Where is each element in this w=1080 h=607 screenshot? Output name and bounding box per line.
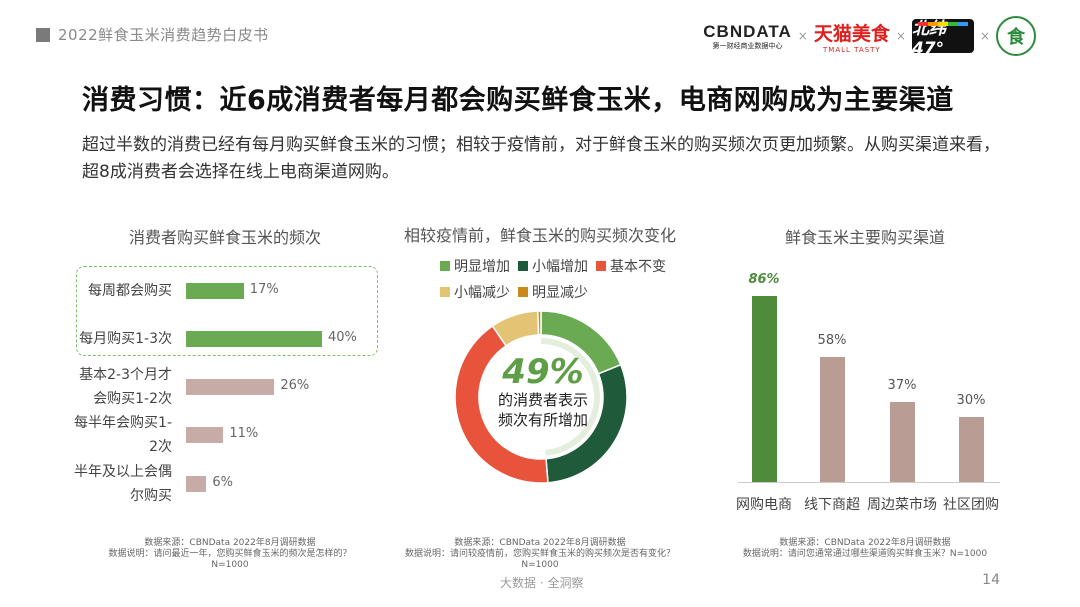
donut-slice	[537, 310, 542, 336]
channel-bar	[751, 296, 777, 482]
bar-category-label: 每月购买1-3次	[79, 331, 172, 347]
channel-value-label: 30%	[956, 393, 986, 409]
channel-bar	[889, 401, 915, 482]
legend-label: 小幅减少	[454, 285, 510, 301]
frequency-bar	[186, 283, 244, 299]
chart3-source-line: 数据来源：CBNData 2022年8月调研数据	[779, 538, 951, 548]
channel-category-label: 网购电商	[736, 497, 792, 513]
legend-item: 小幅减少	[440, 282, 510, 302]
bar-category-label: 每半年会购买1- 2次	[74, 415, 172, 455]
chart1-note-line: 数据说明：请问最近一年，您购买鲜食玉米的频次是怎样的？	[108, 549, 352, 559]
bar-value-label: 26%	[280, 378, 310, 393]
logo-separator: ×	[979, 29, 990, 43]
donut-center-caption: 的消费者表示 频次有所增加	[470, 390, 616, 430]
cbndata-logo-text: CBNDATA	[703, 21, 792, 41]
food-seal-logo: 食	[996, 16, 1036, 56]
bar-value-label: 17%	[249, 282, 279, 297]
bar-category-label: 每周都会购买	[88, 283, 172, 299]
seal-logo-text: 食	[1007, 27, 1025, 48]
legend-item: 明显减少	[518, 282, 588, 302]
chart2-source: 数据来源：CBNData 2022年8月调研数据 数据说明：请问较疫情前，您购买…	[380, 538, 700, 571]
logo-separator: ×	[797, 29, 808, 43]
footer-slogan: 大数据 · 全洞察	[500, 576, 584, 590]
channel-category-label: 线下商超	[804, 497, 860, 513]
donut-inner-disc	[483, 339, 599, 455]
legend-label: 基本不变	[610, 259, 666, 275]
chart2-source-line: 数据来源：CBNData 2022年8月调研数据	[454, 538, 626, 548]
bar-value-label: 11%	[229, 426, 259, 441]
logo-separator: ×	[895, 29, 906, 43]
channel-category-label: 社区团购	[943, 497, 999, 513]
legend-label: 明显增加	[454, 259, 510, 275]
legend-item: 基本不变	[596, 256, 666, 276]
bar-category-label: 半年及以上会偶 尔购买	[74, 464, 172, 504]
chart3-title: 鲜食玉米主要购买渠道	[784, 228, 945, 247]
bar-category-label: 基本2-3个月才 会购买1-2次	[79, 367, 172, 407]
legend-swatch	[518, 261, 528, 271]
report-title: 2022鲜食玉米消费趋势白皮书	[58, 26, 269, 44]
donut-slice	[454, 324, 549, 484]
legend-row: 明显增加 小幅增加 基本不变	[440, 256, 670, 276]
legend-label: 明显减少	[532, 285, 588, 301]
cbndata-logo: CBNDATA 第一财经商业数据中心	[703, 22, 792, 51]
channel-value-label: 58%	[817, 332, 847, 348]
frequency-bar	[186, 331, 322, 347]
highlight-dashed-box	[76, 266, 378, 356]
frequency-bar	[186, 476, 207, 492]
donut-center-caption-line: 频次有所增加	[497, 411, 588, 429]
legend-item: 小幅增加	[518, 256, 588, 276]
chart2-title: 相较疫情前，鲜食玉米的购买频次变化	[403, 226, 676, 245]
chart1-source: 数据来源：CBNData 2022年8月调研数据 数据说明：请问最近一年，您购买…	[60, 538, 400, 571]
tmall-tasty-logo: 天猫美食 TMALL TASTY	[814, 19, 890, 54]
donut-legend: 明显增加 小幅增加 基本不变小幅减少 明显减少	[440, 256, 670, 308]
chart1-source-line: 数据来源：CBNData 2022年8月调研数据	[144, 538, 316, 548]
cbndata-logo-subtext: 第一财经商业数据中心	[712, 41, 783, 50]
chart3-note-line: 数据说明：请问您通常通过哪些渠道购买鲜食玉米？N=1000	[742, 549, 988, 559]
chart3-source: 数据来源：CBNData 2022年8月调研数据 数据说明：请问您通常通过哪些渠…	[720, 538, 1010, 560]
header-square-marker	[36, 28, 50, 42]
legend-swatch	[518, 287, 528, 297]
legend-swatch	[596, 261, 606, 271]
legend-item: 明显增加	[440, 256, 510, 276]
legend-swatch	[440, 287, 450, 297]
change-donut-chart	[454, 310, 628, 484]
page-title: 消费习惯：近6成消费者每月都会购买鲜食玉米，电商网购成为主要渠道	[82, 85, 954, 116]
partner-logos: CBNDATA 第一财经商业数据中心 × 天猫美食 TMALL TASTY × …	[703, 14, 1036, 59]
chart2-note-line: 数据说明：请问较疫情前，您购买鲜食玉米的购买频次是否有变化？	[404, 549, 675, 559]
beiwei-color-stripe	[917, 22, 968, 26]
channel-x-axis	[738, 482, 1000, 483]
legend-swatch	[440, 261, 450, 271]
beiwei47-logo: 北纬47°	[911, 19, 974, 59]
donut-highlight-arc	[540, 338, 600, 456]
frequency-bar	[186, 379, 275, 395]
channel-value-label: 37%	[887, 377, 917, 393]
tmall-logo-text: 天猫美食	[813, 22, 890, 45]
donut-center-caption-line: 的消费者表示	[497, 391, 588, 409]
chart1-title: 消费者购买鲜食玉米的频次	[128, 228, 321, 247]
donut-center-percentage: 49%	[502, 352, 584, 392]
bar-value-label: 40%	[328, 330, 357, 345]
channel-bar	[819, 356, 845, 482]
legend-row: 小幅减少 明显减少	[440, 282, 670, 302]
tmall-logo-subtext: TMALL TASTY	[823, 45, 881, 54]
intro-paragraph: 超过半数的消费已经有每月购买鲜食玉米的习惯；相较于疫情前，对于鲜食玉米的购买频次…	[82, 135, 1000, 182]
channel-value-label: 86%	[748, 272, 780, 287]
beiwei-logo-text: 北纬47°	[911, 18, 946, 59]
channel-category-label: 周边菜市场	[867, 497, 937, 513]
channel-bar	[958, 417, 984, 482]
chart2-sample-line: N=1000	[521, 560, 559, 570]
legend-label: 小幅增加	[532, 259, 588, 275]
chart1-sample-line: N=1000	[211, 560, 249, 570]
bar-value-label: 6%	[212, 475, 234, 490]
frequency-bar	[186, 427, 224, 443]
page-number: 14	[982, 572, 1000, 588]
